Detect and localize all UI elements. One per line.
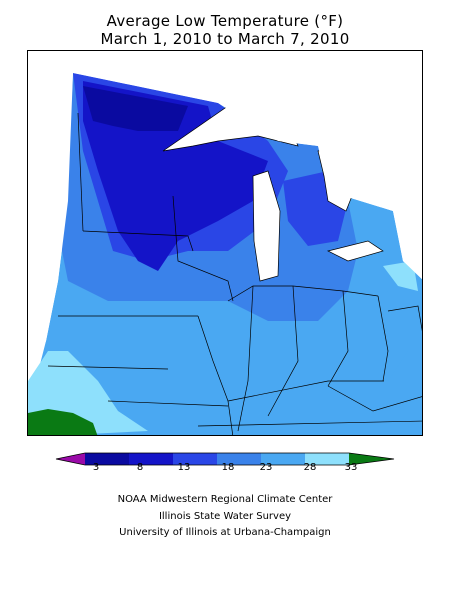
- map-band-28-33-e: [383, 261, 418, 291]
- legend-tick-28: 28: [303, 462, 317, 473]
- color-legend: [55, 452, 395, 466]
- credit-uiuc: University of Illinois at Urbana-Champai…: [119, 527, 331, 538]
- lake-michigan: [252, 170, 281, 282]
- legend-triangle-high: [349, 453, 394, 465]
- legend-tick-8: 8: [136, 462, 144, 473]
- credit-noaa: NOAA Midwestern Regional Climate Center: [117, 494, 333, 505]
- legend-tick-18: 18: [221, 462, 235, 473]
- legend-triangle-low: [56, 453, 85, 465]
- legend-tick-3: 3: [92, 462, 100, 473]
- state-boundaries: [47, 112, 422, 435]
- legend-tick-33: 33: [344, 462, 358, 473]
- legend-swatch-3-8: [85, 453, 129, 465]
- credit-isws: Illinois State Water Survey: [158, 511, 292, 522]
- legend-tick-13: 13: [177, 462, 191, 473]
- map-band-above-33: [28, 409, 98, 435]
- legend-swatch-8-13: [129, 453, 173, 465]
- legend-swatch-18-23: [217, 453, 261, 465]
- map-band-3-8: [83, 86, 188, 131]
- legend-swatch-28-33: [305, 453, 349, 465]
- lake-erie: [326, 240, 384, 262]
- map-band-23-28: [46, 291, 408, 431]
- legend-swatch-23-28: [261, 453, 305, 465]
- map-title-line1: Average Low Temperature (°F): [106, 12, 344, 30]
- map-canvas: [28, 51, 422, 435]
- legend-tick-23: 23: [259, 462, 273, 473]
- temperature-map: [27, 50, 423, 436]
- map-title-line2: March 1, 2010 to March 7, 2010: [100, 30, 350, 48]
- legend-swatch-13-18: [173, 453, 217, 465]
- outside-region: [28, 51, 422, 381]
